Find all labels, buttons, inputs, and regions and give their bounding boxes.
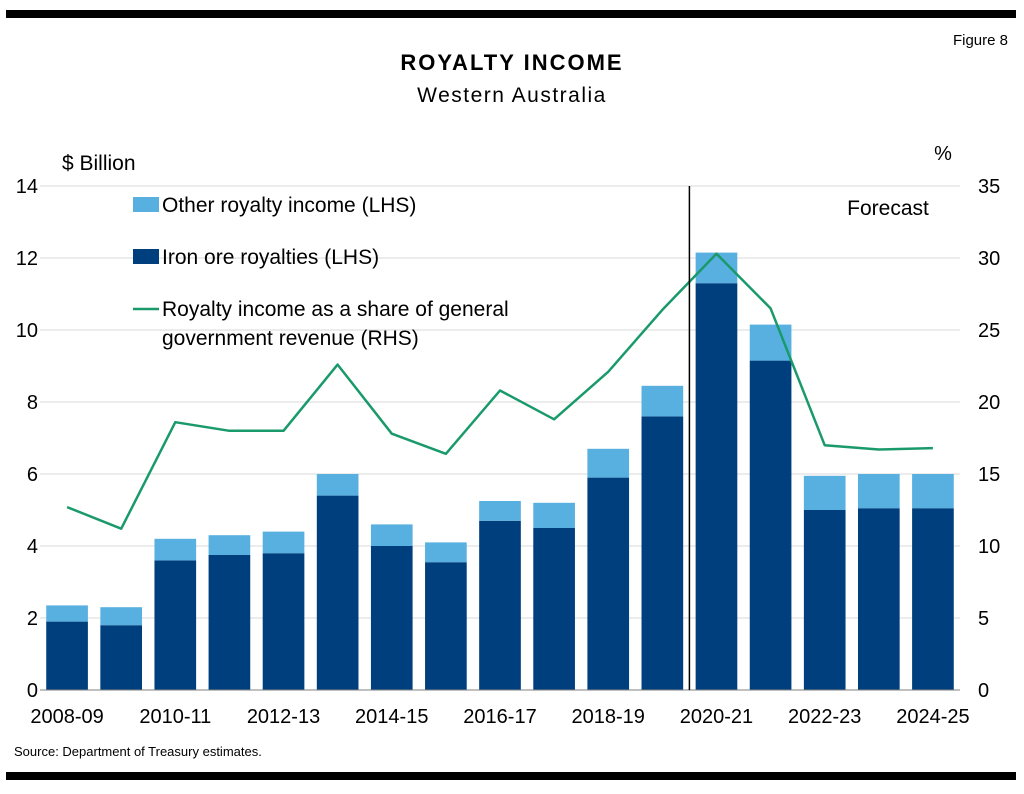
iron-ore-bar (208, 555, 251, 690)
other-royalty-bar (479, 501, 521, 521)
left-tick-label: 12 (16, 248, 38, 270)
other-royalty-bar (100, 607, 143, 626)
left-tick-label: 4 (27, 536, 38, 558)
iron-ore-bar (533, 528, 575, 690)
iron-ore-bar (370, 546, 413, 690)
legend-label: Royalty income as a share of general (162, 298, 509, 321)
x-tick-label: 2020-21 (680, 706, 753, 728)
legend-label: Other royalty income (LHS) (162, 194, 416, 217)
other-royalty-bar (641, 385, 684, 417)
right-tick-label: 35 (978, 176, 1000, 198)
left-tick-label: 10 (16, 320, 38, 342)
other-royalty-bar (857, 474, 900, 509)
left-tick-label: 0 (27, 680, 38, 702)
iron-ore-bar (154, 560, 197, 690)
left-tick-label: 8 (27, 392, 38, 414)
chart-subtitle: Western Australia (417, 84, 607, 107)
x-tick-label: 2016-17 (463, 706, 536, 728)
iron-ore-bar (641, 416, 684, 690)
x-tick-label: 2022-23 (788, 706, 861, 728)
other-royalty-bar (262, 531, 305, 554)
iron-ore-bar (803, 510, 846, 690)
iron-ore-bar (912, 508, 954, 690)
right-tick-label: 30 (978, 248, 1000, 270)
other-royalty-bar (316, 474, 359, 496)
right-axis-label: % (934, 143, 952, 165)
iron-ore-bar (587, 477, 630, 690)
iron-ore-bar (695, 283, 738, 690)
right-tick-label: 5 (978, 608, 989, 630)
other-royalty-bar (533, 502, 575, 528)
x-tick-label: 2008-09 (30, 706, 103, 728)
x-tick-label: 2014-15 (355, 706, 428, 728)
iron-ore-bar (316, 495, 359, 690)
left-tick-label: 2 (27, 608, 38, 630)
other-royalty-bar (912, 474, 954, 509)
x-tick-label: 2024-25 (896, 706, 969, 728)
share-line (66, 252, 933, 530)
legend-swatch-iron (133, 249, 159, 264)
other-royalty-bar (46, 605, 88, 622)
iron-ore-bar (425, 562, 467, 690)
iron-ore-bar (479, 520, 521, 690)
right-tick-label: 25 (978, 320, 1000, 342)
left-axis-label: $ Billion (62, 152, 136, 175)
legend-swatch-other (133, 197, 159, 212)
other-royalty-bar (208, 535, 251, 555)
iron-ore-bar (46, 621, 88, 690)
iron-ore-bar (857, 508, 900, 690)
legend: Other royalty income (LHS) Iron ore royal… (133, 194, 509, 350)
figure-label: Figure 8 (952, 32, 1008, 49)
x-tick-label: 2012-13 (247, 706, 320, 728)
other-royalty-bar (425, 542, 467, 563)
left-tick-label: 14 (16, 176, 38, 198)
iron-ore-bar (100, 625, 143, 690)
chart-title: ROYALTY INCOME (400, 50, 624, 75)
legend-label: Iron ore royalties (LHS) (162, 246, 379, 269)
right-tick-label: 10 (978, 536, 1000, 558)
x-tick-label: 2018-19 (572, 706, 645, 728)
iron-ore-bar (749, 360, 792, 690)
right-tick-label: 20 (978, 392, 1000, 414)
legend-label-cont: government revenue (RHS) (162, 327, 419, 350)
other-royalty-bar (154, 538, 197, 561)
other-royalty-bar (587, 448, 630, 478)
bottom-rule (6, 772, 1016, 780)
axes: 0 2 4 6 8 10 12 14 0 5 10 15 20 25 30 35 2008-09 2010-11 2… (16, 176, 1001, 728)
share-line-series (66, 252, 933, 530)
left-tick-label: 6 (27, 464, 38, 486)
right-tick-label: 15 (978, 464, 1000, 486)
x-tick-label: 2010-11 (139, 706, 211, 728)
other-royalty-bar (370, 524, 413, 546)
right-tick-label: 0 (978, 680, 989, 702)
forecast-annotation: Forecast (847, 197, 929, 220)
iron-ore-bar (262, 553, 305, 690)
source-note: Source: Department of Treasury estimates… (14, 744, 262, 759)
bars (46, 252, 954, 690)
top-rule (6, 10, 1016, 18)
other-royalty-bar (803, 475, 846, 510)
